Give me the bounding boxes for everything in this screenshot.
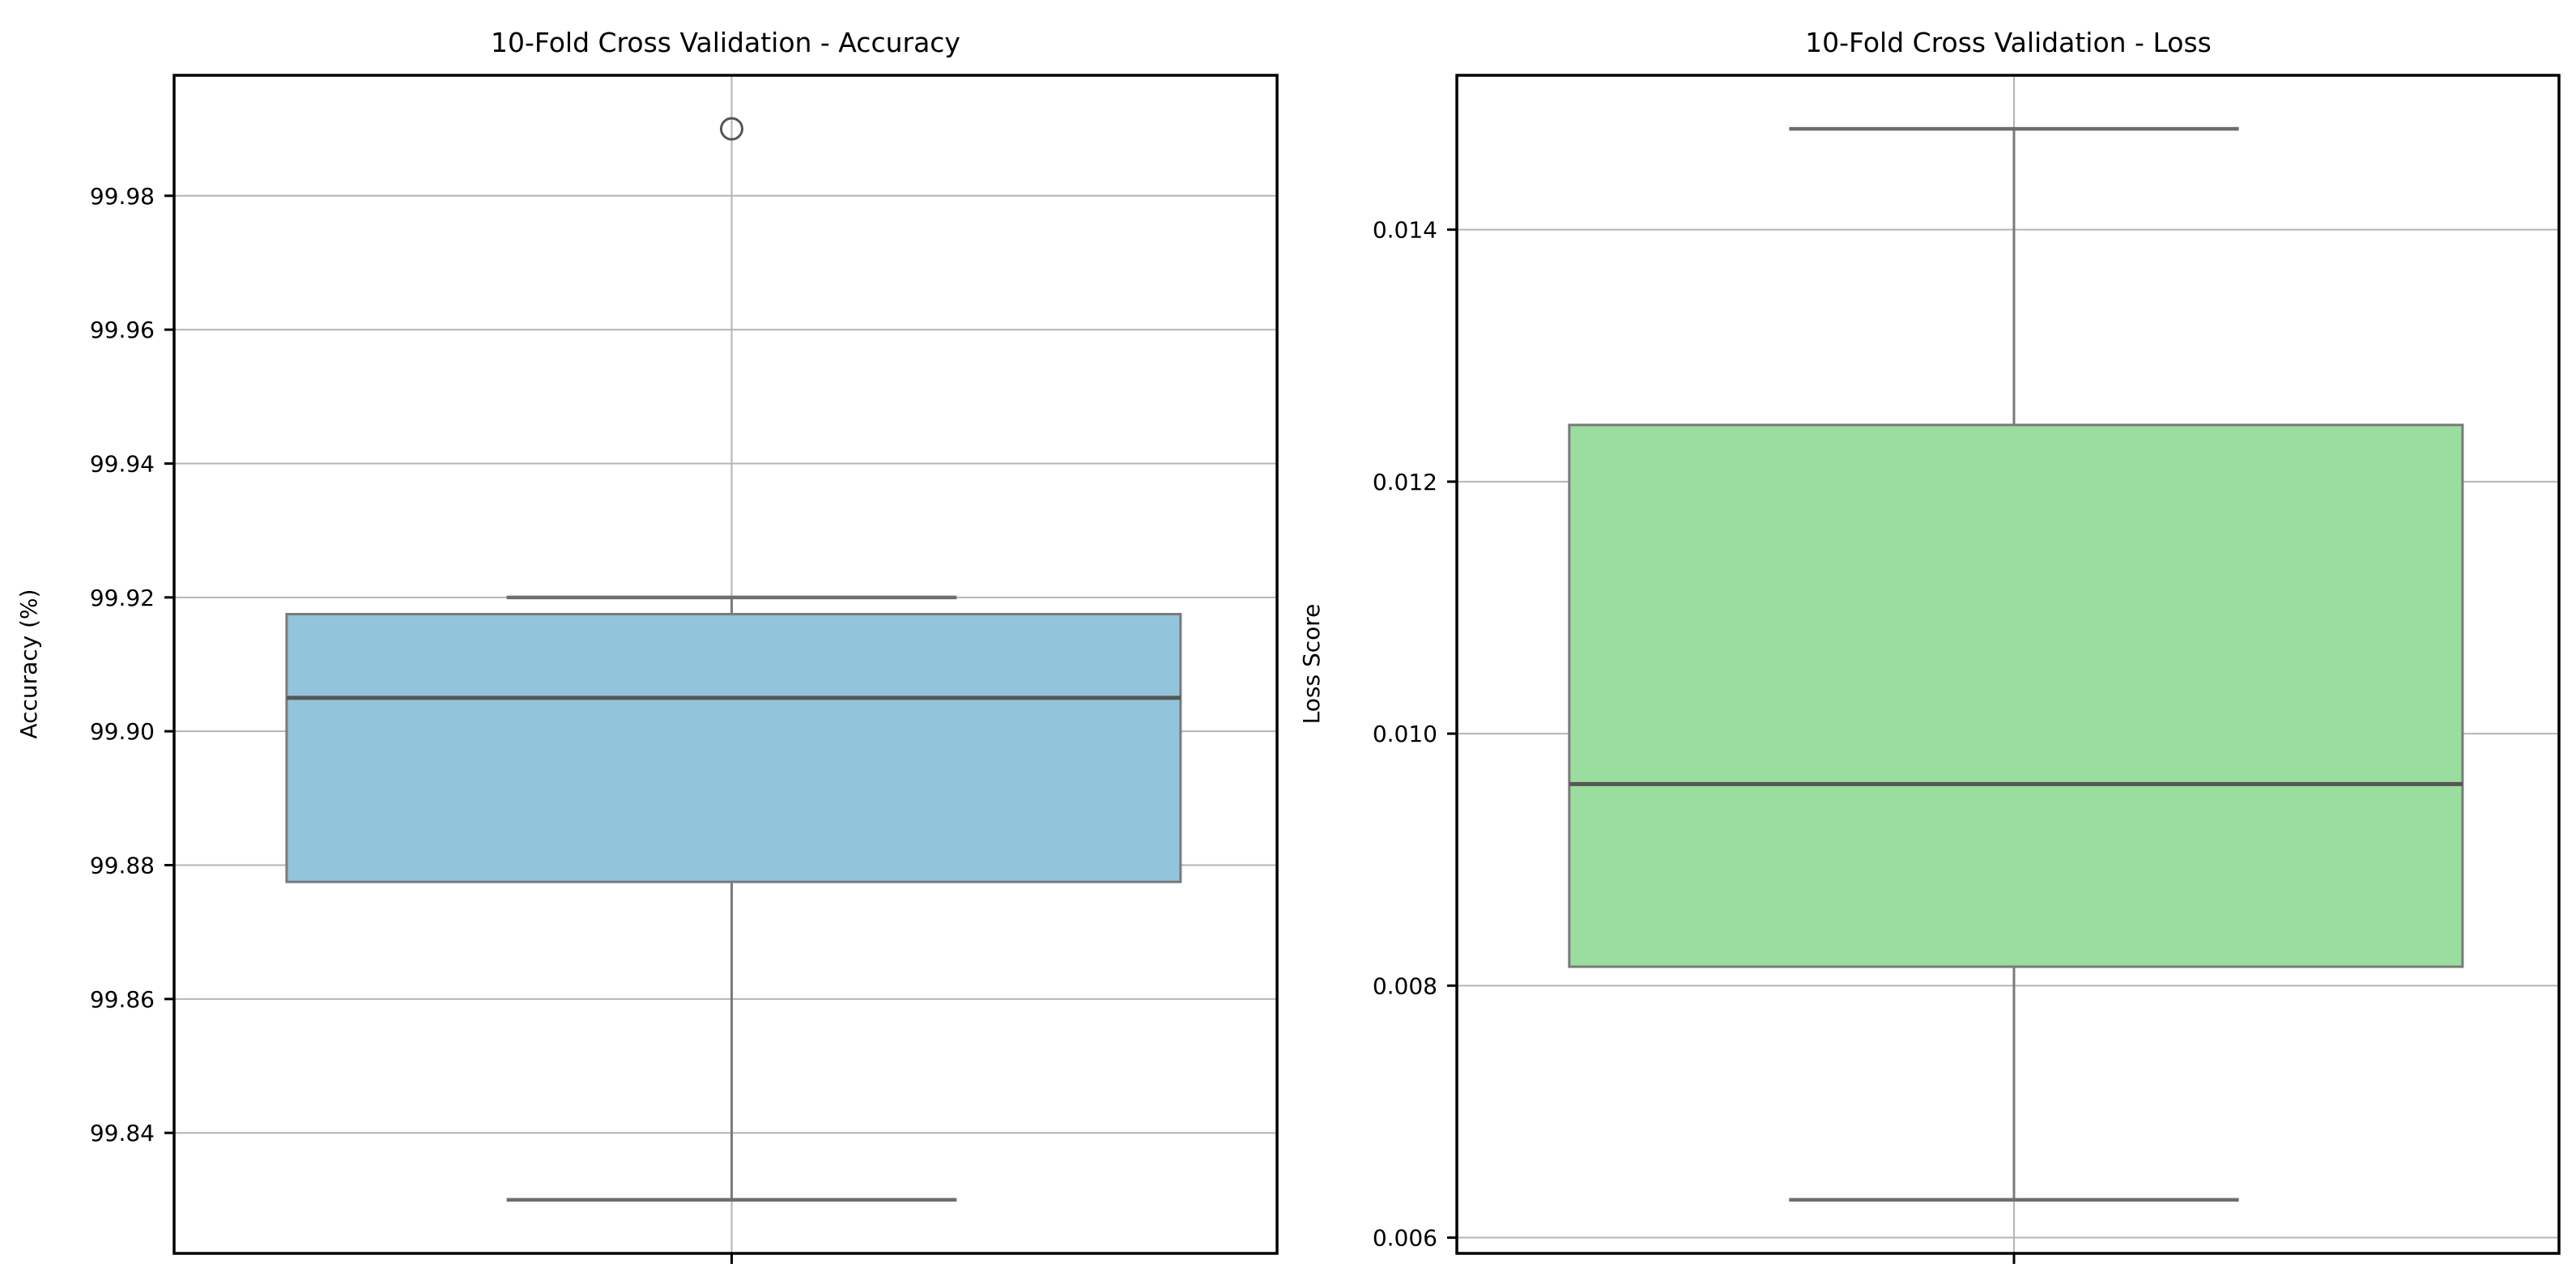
y-tick-label: 99.92	[90, 585, 155, 611]
loss-plot: 0.006 0.008 0.010 0.012 0.014 10-Fold Cross …	[1298, 27, 2561, 1264]
accuracy-plot: 99.84 99.86 99.88 99.90 99.92 99.94 99.96 99.98…	[15, 27, 1279, 1264]
y-tick-label: 99.90	[90, 718, 155, 745]
y-tick-label: 0.012	[1373, 469, 1437, 496]
y-tick-label: 99.84	[90, 1120, 155, 1147]
accuracy-plot-area: 99.84 99.86 99.88 99.90 99.92 99.94 99.96 99.98	[90, 74, 1279, 1264]
iqr-box	[1568, 423, 2464, 968]
y-tick-label: 0.006	[1373, 1225, 1437, 1252]
loss-y-axis-label: Loss Score	[1298, 604, 1325, 725]
y-tick-label: 0.010	[1373, 721, 1437, 747]
y-tick-label: 99.88	[90, 853, 155, 879]
y-tick-label: 99.98	[90, 183, 155, 210]
loss-plot-title: 10-Fold Cross Validation - Loss	[1805, 27, 2212, 58]
axes-spines	[172, 74, 1279, 1255]
y-tick-label: 99.94	[90, 450, 155, 477]
y-tick-label: 99.96	[90, 317, 155, 343]
y-tick-label: 99.86	[90, 986, 155, 1013]
iqr-box	[285, 612, 1182, 883]
y-tick-label: 0.014	[1373, 217, 1437, 244]
accuracy-y-axis-label: Accuracy (%)	[15, 589, 42, 738]
outlier-point	[719, 117, 743, 141]
y-tick-label: 0.008	[1373, 972, 1437, 999]
accuracy-plot-title: 10-Fold Cross Validation - Accuracy	[491, 27, 960, 58]
axes-spines	[1455, 74, 2561, 1255]
loss-plot-area: 0.006 0.008 0.010 0.012 0.014	[1373, 74, 2561, 1264]
